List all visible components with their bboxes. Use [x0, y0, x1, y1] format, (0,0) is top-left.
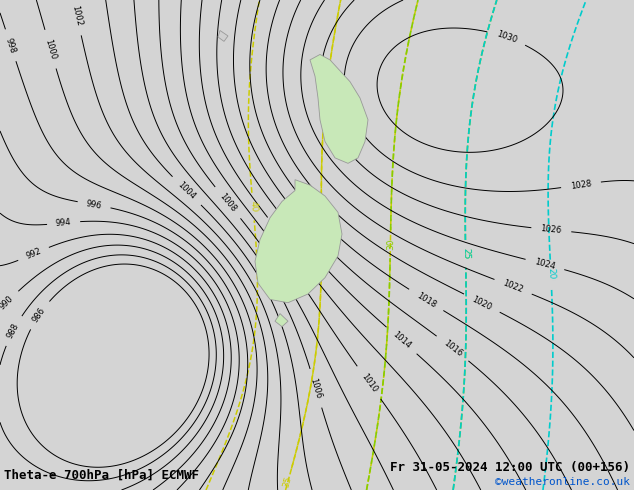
Text: 1008: 1008	[217, 192, 238, 214]
Text: 1024: 1024	[534, 257, 556, 271]
Polygon shape	[255, 180, 342, 303]
Text: 994: 994	[55, 218, 72, 228]
Text: 1014: 1014	[391, 330, 413, 351]
Text: 1016: 1016	[441, 338, 464, 358]
Text: 1026: 1026	[540, 224, 562, 235]
Text: Fr 31-05-2024 12:00 UTC (00+156): Fr 31-05-2024 12:00 UTC (00+156)	[390, 461, 630, 474]
Text: 1028: 1028	[570, 179, 592, 191]
Text: 1012: 1012	[270, 222, 290, 245]
Text: 1022: 1022	[501, 279, 524, 294]
Text: 986: 986	[31, 306, 48, 324]
Text: Theta-e 700hPa [hPa] ECMWF: Theta-e 700hPa [hPa] ECMWF	[4, 468, 199, 481]
Text: 25: 25	[461, 248, 470, 260]
Text: 25: 25	[461, 248, 470, 260]
Text: 1030: 1030	[495, 30, 518, 45]
Text: 1002: 1002	[70, 4, 84, 27]
Text: 1004: 1004	[176, 180, 197, 201]
Text: 1020: 1020	[470, 294, 493, 312]
Text: 1018: 1018	[415, 291, 437, 309]
Text: 990: 990	[0, 294, 15, 312]
Text: 30: 30	[386, 238, 395, 250]
Text: 992: 992	[25, 246, 42, 261]
Text: 1006: 1006	[309, 377, 323, 400]
Text: 996: 996	[86, 199, 103, 211]
Text: 988: 988	[6, 321, 21, 340]
Text: 35: 35	[282, 475, 294, 489]
Text: 40: 40	[248, 200, 258, 213]
Text: 20: 20	[546, 268, 555, 279]
Polygon shape	[218, 30, 228, 41]
Text: ©weatheronline.co.uk: ©weatheronline.co.uk	[495, 477, 630, 487]
Polygon shape	[275, 314, 288, 327]
Text: 1000: 1000	[43, 38, 58, 61]
Text: 998: 998	[4, 36, 18, 54]
Polygon shape	[310, 54, 368, 163]
Text: 1010: 1010	[359, 371, 378, 394]
